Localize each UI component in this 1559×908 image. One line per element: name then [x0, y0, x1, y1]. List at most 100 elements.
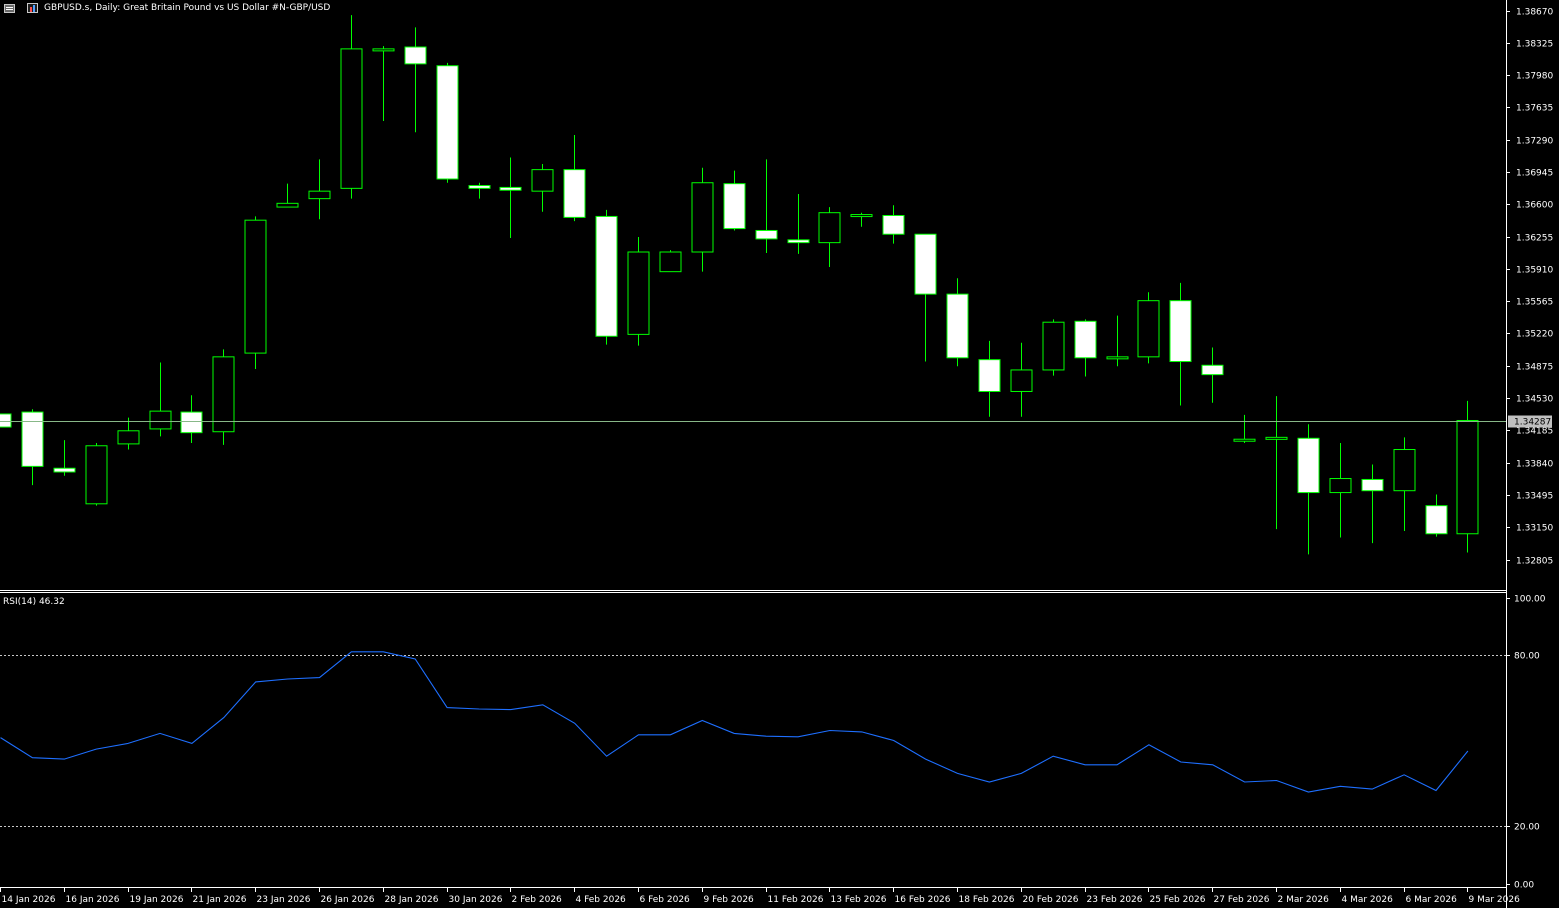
candle	[882, 205, 905, 244]
candle-body	[946, 293, 969, 359]
candle	[1265, 396, 1288, 530]
candle	[627, 237, 650, 346]
price-tick-label: 1.34185	[1516, 427, 1553, 437]
candle-body	[1425, 505, 1448, 535]
candle	[723, 170, 746, 231]
candle-body	[1201, 364, 1224, 376]
candle	[946, 278, 969, 367]
candle	[1393, 437, 1416, 531]
candle-body	[1042, 321, 1065, 371]
candle-body	[1393, 449, 1416, 492]
candle-body	[563, 169, 586, 218]
candle-body	[914, 233, 937, 295]
time-tick-label: 30 Jan 2026	[449, 895, 503, 905]
candle-body	[468, 185, 491, 189]
candle-body	[404, 46, 427, 65]
time-tick-label: 16 Jan 2026	[66, 895, 120, 905]
candle	[1233, 414, 1256, 443]
price-tick-label: 1.34875	[1516, 363, 1553, 373]
candle	[468, 182, 491, 199]
candle	[1042, 319, 1065, 376]
rsi-label: RSI(14) 46.32	[3, 597, 65, 607]
time-tick-label: 6 Mar 2026	[1406, 895, 1458, 905]
rsi-line	[0, 651, 1469, 793]
price-tick-label: 1.38325	[1516, 40, 1553, 50]
candle	[1106, 315, 1129, 367]
candle	[308, 159, 331, 220]
candle-body	[882, 214, 905, 235]
price-tick-label: 1.36945	[1516, 169, 1553, 179]
candle-body	[1329, 478, 1352, 494]
candle-body	[53, 467, 76, 473]
candle-body	[1361, 478, 1384, 492]
rsi-panel[interactable]: RSI(14) 46.32	[0, 597, 1506, 827]
time-tick-label: 9 Mar 2026	[1469, 895, 1521, 905]
candle	[1137, 292, 1160, 364]
candle-body	[21, 411, 44, 467]
chart-window-icon[interactable]	[27, 3, 38, 13]
candles	[0, 15, 1479, 555]
rsi-tick-label: 80.00	[1514, 652, 1540, 662]
candle-body	[1106, 356, 1129, 360]
candle-body	[1456, 419, 1479, 535]
candle-body	[1297, 437, 1320, 494]
candle	[787, 193, 810, 254]
time-tick-label: 16 Feb 2026	[895, 895, 951, 905]
candle	[978, 340, 1001, 417]
candle-body	[180, 411, 203, 434]
chart-list-icon[interactable]	[4, 4, 15, 13]
candle-body	[0, 413, 12, 428]
candle	[149, 362, 172, 437]
candle	[180, 395, 203, 443]
candle-body	[308, 190, 331, 200]
candle-body	[1074, 320, 1097, 359]
time-tick-label: 23 Feb 2026	[1087, 895, 1143, 905]
time-tick-label: 21 Jan 2026	[193, 895, 247, 905]
price-axis: 1.38670 1.38325 1.37980 1.37635 1.37290 1.369…	[1506, 8, 1553, 567]
chart-title: GBPUSD.s, Daily: Great Britain Pound vs …	[44, 3, 331, 13]
time-axis: 14 Jan 2026 16 Jan 2026 19 Jan 2026 21 Jan …	[0, 888, 1521, 905]
time-tick-label: 19 Jan 2026	[130, 895, 184, 905]
candle	[212, 349, 235, 445]
time-tick-label: 20 Feb 2026	[1023, 895, 1079, 905]
rsi-axis: 100.00 80.00 20.00 0.00	[1506, 595, 1546, 891]
candle	[1425, 494, 1448, 537]
candle	[372, 46, 395, 121]
candle	[404, 27, 427, 133]
candle	[914, 233, 937, 362]
time-tick-label: 25 Feb 2026	[1150, 895, 1206, 905]
time-tick-label: 6 Feb 2026	[640, 895, 691, 905]
candle-body	[1265, 436, 1288, 440]
price-tick-label: 1.33840	[1516, 460, 1553, 470]
rsi-tick-label: 100.00	[1514, 595, 1546, 605]
candle	[85, 442, 108, 506]
candle	[340, 15, 363, 199]
candle-body	[212, 356, 235, 433]
candle	[850, 212, 873, 227]
candle-body	[659, 251, 682, 273]
time-tick-label: 18 Feb 2026	[959, 895, 1015, 905]
candle-body	[372, 48, 395, 52]
candle-body	[691, 182, 714, 253]
candle	[499, 157, 522, 238]
price-tick-label: 1.34530	[1516, 395, 1553, 405]
price-tick-label: 1.35220	[1516, 330, 1553, 340]
bid-price-label: 1.34287	[1514, 418, 1551, 428]
candle-body	[1233, 438, 1256, 442]
candle-body	[117, 430, 140, 445]
candle-body	[85, 445, 108, 505]
candle	[117, 417, 140, 450]
candle	[818, 207, 841, 267]
bid-price-marker	[1508, 415, 1552, 428]
candle-body	[1137, 300, 1160, 358]
candle-body	[978, 359, 1001, 392]
candle-body	[755, 229, 778, 240]
candle-body	[276, 202, 299, 208]
candle-body	[531, 169, 554, 192]
time-tick-label: 14 Jan 2026	[2, 895, 56, 905]
rsi-tick-label: 20.00	[1514, 823, 1540, 833]
price-tick-label: 1.38670	[1516, 8, 1553, 18]
candle-body	[149, 410, 172, 430]
candle-body	[627, 251, 650, 335]
